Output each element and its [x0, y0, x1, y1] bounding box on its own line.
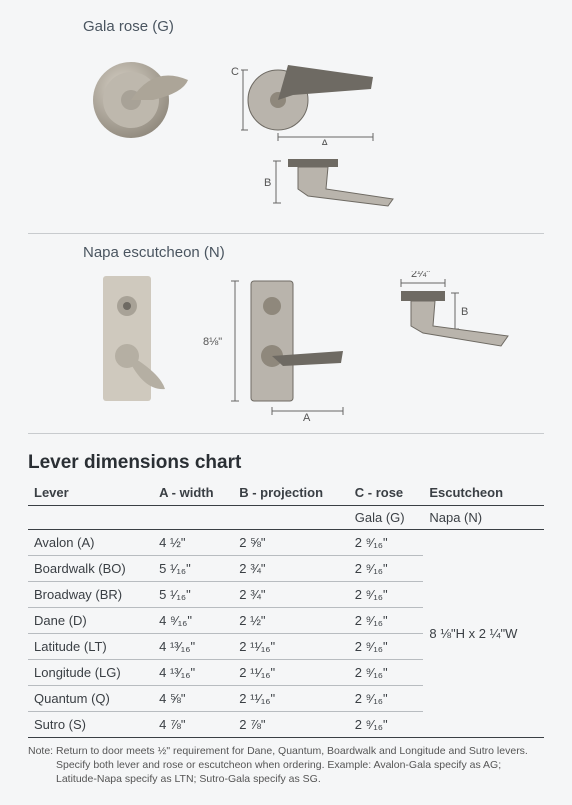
cell-lever: Avalon (A) [28, 530, 153, 556]
cell-b: 2 ¹¹⁄₁₆" [233, 660, 349, 686]
napa-row: 8⅛" A 2¼" B [28, 271, 544, 421]
cell-b: 2 ¹¹⁄₁₆" [233, 634, 349, 660]
divider-1 [28, 233, 544, 234]
gala-section: Gala rose (G) C [28, 18, 544, 221]
napa-label: Napa escutcheon (N) [83, 244, 544, 261]
escutcheon-cell: 8 ⅛"H x 2 ¼"W [423, 530, 544, 738]
cell-a: 4 ⅞" [153, 712, 233, 738]
cell-b: 2 ½" [233, 608, 349, 634]
col-a: A - width [153, 480, 233, 506]
table-body: Avalon (A)4 ½"2 ⅝"2 ⁹⁄₁₆"8 ⅛"H x 2 ¼"WBo… [28, 530, 544, 738]
cell-c: 2 ⁹⁄₁₆" [349, 608, 424, 634]
gala-photo [83, 45, 193, 145]
col-c: C - rose [349, 480, 424, 506]
subhead-napa: Napa (N) [423, 506, 544, 530]
cell-b: 2 ¹¹⁄₁₆" [233, 686, 349, 712]
gala-side-diagram: B [248, 151, 418, 216]
dimensions-table: Lever A - width B - projection C - rose … [28, 480, 544, 738]
cell-a: 4 ⁹⁄₁₆" [153, 608, 233, 634]
napa-height-label: 8⅛" [203, 336, 222, 348]
cell-c: 2 ⁹⁄₁₆" [349, 556, 424, 582]
napa-front-diagram: 8⅛" A [203, 271, 353, 421]
cell-a: 4 ⅝" [153, 686, 233, 712]
dim-b-label: B [264, 177, 271, 189]
napa-photo [83, 271, 173, 406]
cell-lever: Quantum (Q) [28, 686, 153, 712]
cell-c: 2 ⁹⁄₁₆" [349, 712, 424, 738]
cell-c: 2 ⁹⁄₁₆" [349, 660, 424, 686]
cell-b: 2 ⅝" [233, 530, 349, 556]
cell-lever: Longitude (LG) [28, 660, 153, 686]
col-b: B - projection [233, 480, 349, 506]
dim-c-label: C [231, 66, 239, 78]
cell-lever: Sutro (S) [28, 712, 153, 738]
napa-b-label: B [461, 306, 468, 318]
cell-lever: Boardwalk (BO) [28, 556, 153, 582]
note-prefix: Note: [28, 745, 53, 757]
note-line1: Return to door meets ½" requirement for … [56, 745, 528, 757]
cell-a: 4 ½" [153, 530, 233, 556]
cell-b: 2 ¾" [233, 582, 349, 608]
note-line2: Specify both lever and rose or escutcheo… [28, 758, 544, 786]
cell-a: 5 ¹⁄₁₆" [153, 556, 233, 582]
col-escutcheon: Escutcheon [423, 480, 544, 506]
napa-section: Napa escutcheon (N) 8⅛" A [28, 244, 544, 421]
cell-lever: Broadway (BR) [28, 582, 153, 608]
col-lever: Lever [28, 480, 153, 506]
gala-label: Gala rose (G) [83, 18, 544, 35]
cell-lever: Latitude (LT) [28, 634, 153, 660]
cell-c: 2 ⁹⁄₁₆" [349, 582, 424, 608]
cell-b: 2 ¾" [233, 556, 349, 582]
gala-front-diagram: C A [223, 45, 393, 145]
cell-c: 2 ⁹⁄₁₆" [349, 686, 424, 712]
cell-a: 5 ¹⁄₁₆" [153, 582, 233, 608]
subhead-gala: Gala (G) [349, 506, 424, 530]
cell-b: 2 ⅞" [233, 712, 349, 738]
cell-lever: Dane (D) [28, 608, 153, 634]
table-row: Avalon (A)4 ½"2 ⅝"2 ⁹⁄₁₆"8 ⅛"H x 2 ¼"W [28, 530, 544, 556]
cell-c: 2 ⁹⁄₁₆" [349, 530, 424, 556]
chart-title: Lever dimensions chart [28, 452, 544, 474]
note: Note: Return to door meets ½" requiremen… [28, 744, 544, 787]
cell-a: 4 ¹³⁄₁₆" [153, 634, 233, 660]
napa-top-diagram: 2¼" B [383, 271, 523, 381]
dim-a-label: A [321, 138, 329, 145]
gala-row: C A [28, 45, 544, 145]
napa-a-label: A [303, 412, 311, 421]
divider-2 [28, 433, 544, 434]
napa-width-label: 2¼" [411, 271, 430, 280]
cell-a: 4 ¹³⁄₁₆" [153, 660, 233, 686]
cell-c: 2 ⁹⁄₁₆" [349, 634, 424, 660]
